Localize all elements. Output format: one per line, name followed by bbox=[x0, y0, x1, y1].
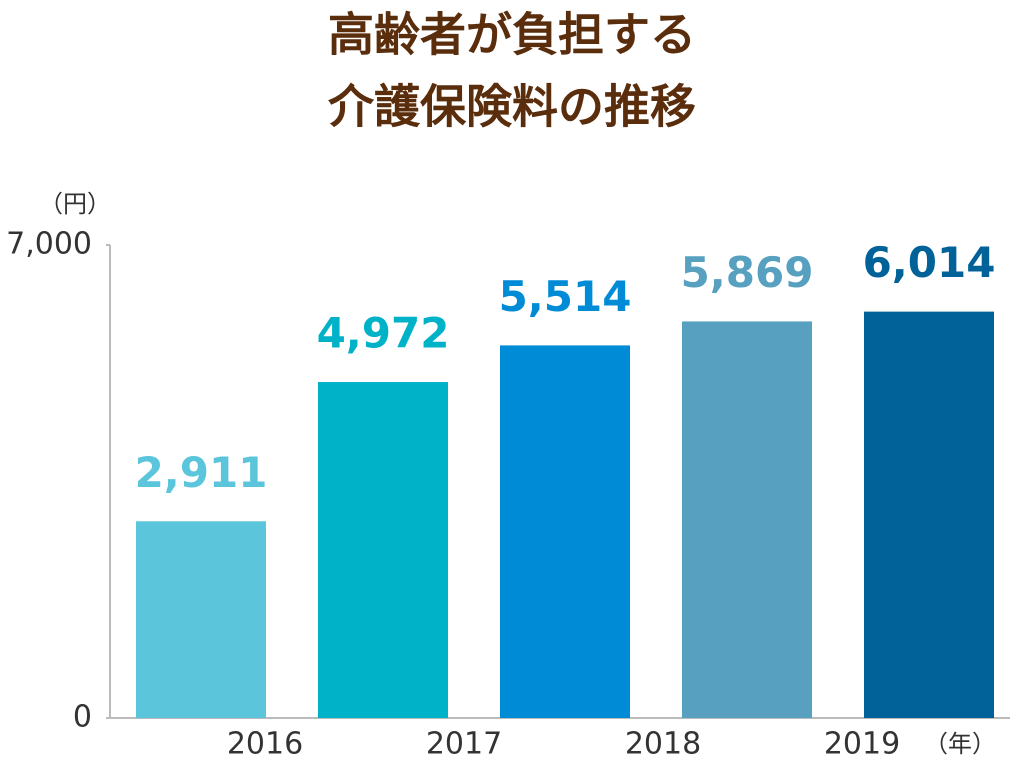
data-label: 5,869 bbox=[681, 248, 814, 297]
x-tick-label: 2018 bbox=[625, 727, 701, 762]
bar bbox=[500, 345, 630, 718]
x-axis-unit: （年） bbox=[924, 730, 996, 758]
data-label: 5,514 bbox=[499, 272, 632, 321]
data-label: 4,972 bbox=[317, 309, 450, 358]
bar bbox=[864, 311, 994, 718]
data-label: 6,014 bbox=[863, 238, 996, 287]
bar bbox=[136, 521, 266, 718]
x-tick-label: 2016 bbox=[227, 727, 303, 762]
bar bbox=[682, 321, 812, 718]
x-tick-label: 2019 bbox=[824, 727, 900, 762]
x-tick-label: 2017 bbox=[426, 727, 502, 762]
y-tick-label: 7,000 bbox=[6, 227, 92, 262]
y-tick-label: 0 bbox=[73, 700, 92, 735]
data-label: 2,911 bbox=[135, 448, 268, 497]
y-axis-unit: （円） bbox=[39, 190, 111, 218]
bar bbox=[318, 382, 448, 718]
chart-title: 高齢者が負担する bbox=[328, 8, 696, 62]
chart-title: 介護保険料の推移 bbox=[328, 80, 696, 134]
